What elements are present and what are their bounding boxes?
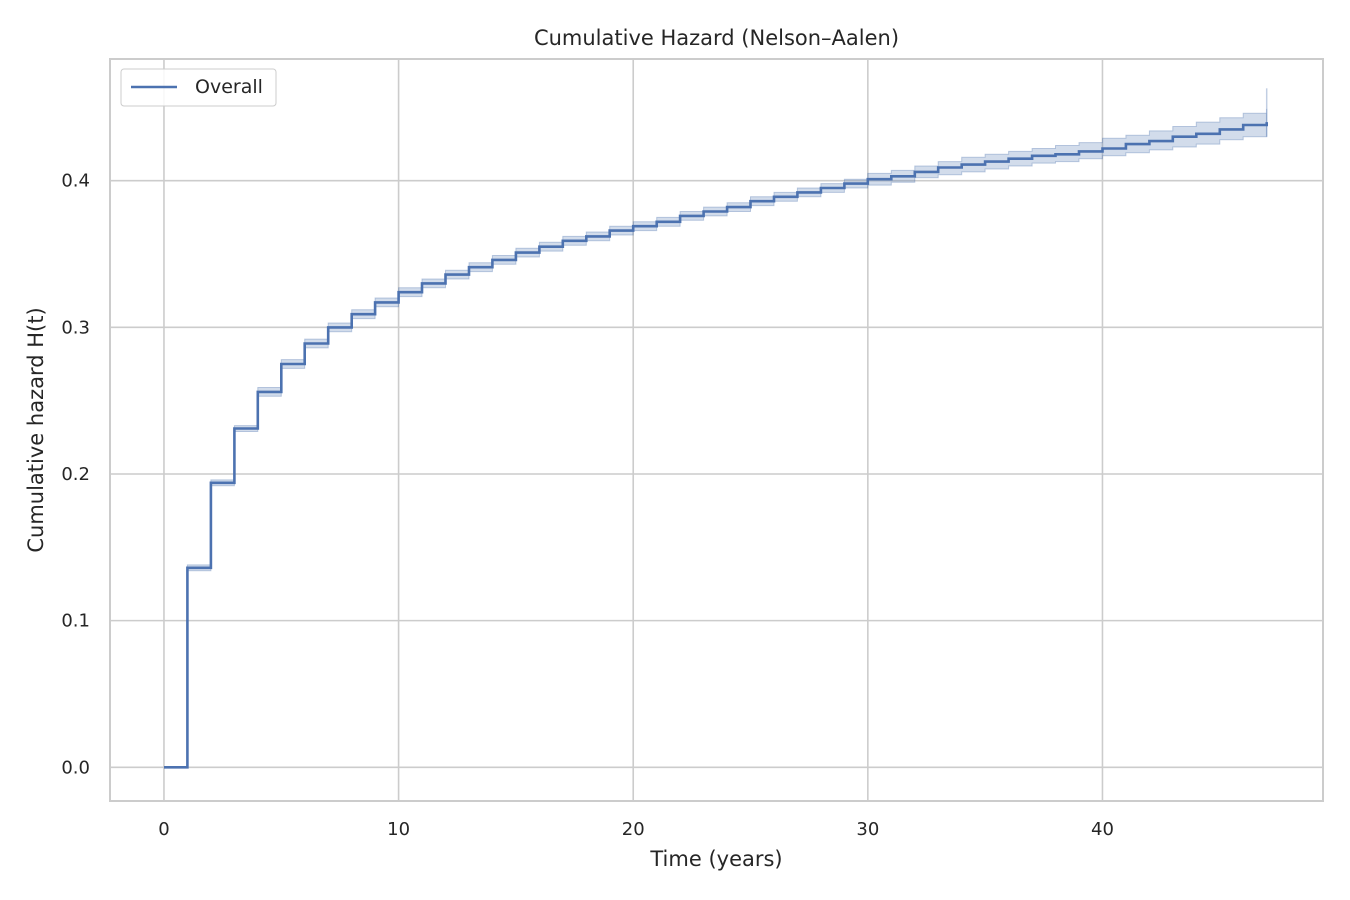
x-tick-label: 40 [1091,819,1114,840]
x-tick-label: 20 [622,819,645,840]
y-axis-ticks: 0.0 0.1 0.2 0.3 0.4 [61,171,90,779]
chart-title: Cumulative Hazard (Nelson–Aalen) [534,26,899,50]
y-tick-label: 0.4 [61,171,90,192]
x-axis-ticks: 0 10 20 30 40 [158,819,1114,840]
plot-frame [109,58,1324,802]
y-tick-label: 0.3 [61,317,90,338]
x-tick-label: 30 [856,819,879,840]
plot-area [109,58,1324,802]
y-tick-label: 0.0 [61,757,90,778]
legend-label-overall: Overall [195,76,263,98]
grid-lines [110,59,1323,801]
series-line-layer [164,122,1268,769]
y-tick-label: 0.2 [61,464,90,485]
x-tick-label: 0 [158,819,169,840]
x-tick-label: 10 [387,819,410,840]
legend: Overall [120,68,277,107]
y-tick-label: 0.1 [61,611,90,632]
series-line-overall [164,122,1268,769]
legend-box [120,68,277,107]
y-axis-label: Cumulative hazard H(t) [24,307,48,552]
x-axis-label: Time (years) [649,847,782,871]
plot-background [110,59,1323,801]
